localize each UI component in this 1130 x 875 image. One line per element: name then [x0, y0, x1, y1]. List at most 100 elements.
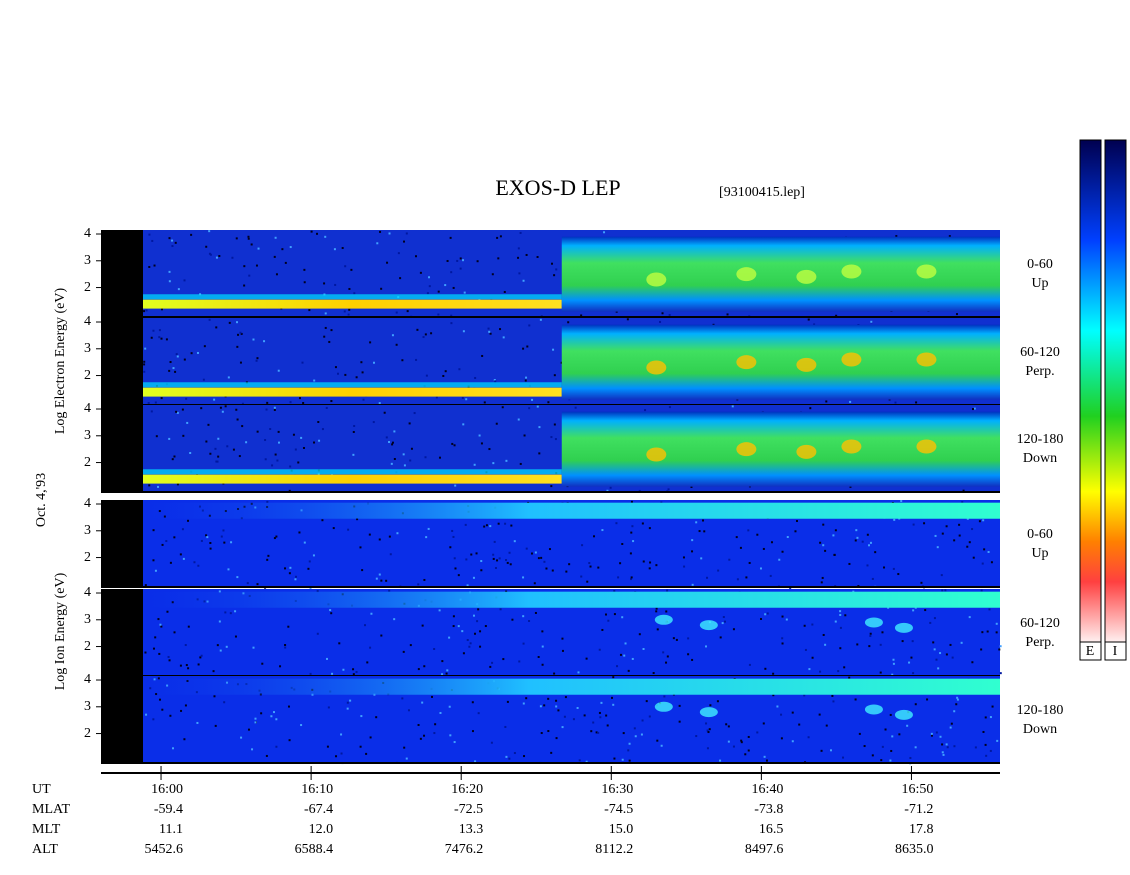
- speckle: [281, 248, 284, 251]
- electron-line: [143, 474, 562, 484]
- speckle: [945, 743, 948, 746]
- speckle: [656, 628, 659, 631]
- speckle: [548, 548, 551, 551]
- speckle: [667, 488, 670, 491]
- speckle: [159, 623, 162, 626]
- speckle: [517, 247, 520, 250]
- speckle: [316, 232, 319, 235]
- speckle: [908, 661, 911, 664]
- speckle: [403, 240, 406, 243]
- speckle: [598, 711, 601, 714]
- speckle: [577, 671, 580, 674]
- speckle: [388, 535, 391, 538]
- speckle: [526, 345, 529, 348]
- speckle: [393, 618, 396, 621]
- speckle: [786, 536, 789, 539]
- speckle: [474, 376, 477, 379]
- speckle: [227, 376, 230, 379]
- speckle: [347, 313, 350, 316]
- speckle: [342, 668, 345, 671]
- speckle: [372, 421, 375, 424]
- speckle: [349, 699, 352, 702]
- speckle: [247, 728, 250, 731]
- colorbars: E I: [1079, 139, 1127, 661]
- speckle: [158, 698, 161, 701]
- speckle: [338, 642, 341, 645]
- speckle: [144, 347, 147, 350]
- speckle: [550, 485, 553, 488]
- speckle: [185, 664, 188, 667]
- speckle: [378, 573, 381, 576]
- speckle: [855, 529, 858, 532]
- speckle: [216, 460, 219, 463]
- speckle: [652, 672, 655, 675]
- speckle: [495, 422, 498, 425]
- ephemeris-value: 8635.0: [895, 842, 934, 857]
- speckle: [490, 741, 493, 744]
- speckle: [200, 539, 203, 542]
- speckle: [352, 453, 355, 456]
- speckle: [321, 519, 324, 522]
- hot-spot: [841, 352, 862, 367]
- x-tick-label: 16:20: [451, 782, 483, 797]
- speckle: [832, 534, 835, 537]
- hot-spot: [736, 355, 757, 370]
- speckle: [911, 640, 914, 643]
- speckle: [832, 700, 835, 703]
- speckle: [457, 625, 460, 628]
- speckle: [517, 418, 520, 421]
- speckle: [525, 253, 528, 256]
- speckle: [868, 544, 871, 547]
- speckle: [523, 755, 526, 758]
- speckle: [227, 568, 230, 571]
- panel: [101, 405, 1000, 493]
- speckle: [462, 259, 465, 262]
- speckle: [819, 541, 822, 544]
- speckle: [510, 524, 513, 527]
- speckle: [448, 705, 451, 708]
- x-tick-label: 16:50: [902, 782, 934, 797]
- ephemeris-value: -71.2: [904, 802, 933, 817]
- speckle: [933, 648, 936, 651]
- speckle: [250, 243, 253, 246]
- speckle: [941, 589, 944, 592]
- speckle: [949, 643, 952, 646]
- speckle: [506, 700, 509, 703]
- speckle: [288, 489, 291, 492]
- speckle: [333, 248, 336, 251]
- speckle: [456, 259, 459, 262]
- speckle: [480, 442, 483, 445]
- speckle: [791, 740, 794, 743]
- speckle: [361, 371, 364, 374]
- speckle: [365, 752, 368, 755]
- speckle: [243, 284, 246, 287]
- speckle: [489, 665, 492, 668]
- speckle: [362, 398, 365, 401]
- speckle: [740, 741, 743, 744]
- speckle: [187, 519, 190, 522]
- angle-label: 0-60: [1027, 257, 1053, 272]
- speckle: [438, 456, 441, 459]
- speckle: [480, 560, 483, 563]
- speckle: [513, 752, 516, 755]
- speckle: [585, 760, 588, 763]
- speckle: [444, 370, 447, 373]
- data-gap: [101, 676, 143, 763]
- speckle: [378, 402, 381, 405]
- speckle: [437, 290, 440, 293]
- speckle: [966, 545, 969, 548]
- speckle: [540, 556, 543, 559]
- speckle: [974, 746, 977, 749]
- colorbar: [1104, 139, 1127, 643]
- ephemeris-value: -73.8: [754, 802, 783, 817]
- speckle: [284, 567, 287, 570]
- speckle: [355, 376, 358, 379]
- speckle: [395, 343, 398, 346]
- speckle: [496, 559, 499, 562]
- speckle: [665, 661, 668, 664]
- speckle: [430, 332, 433, 335]
- speckle: [728, 558, 731, 561]
- speckle: [229, 612, 232, 615]
- speckle: [863, 745, 866, 748]
- date-label: Oct. 4,'93: [34, 473, 49, 527]
